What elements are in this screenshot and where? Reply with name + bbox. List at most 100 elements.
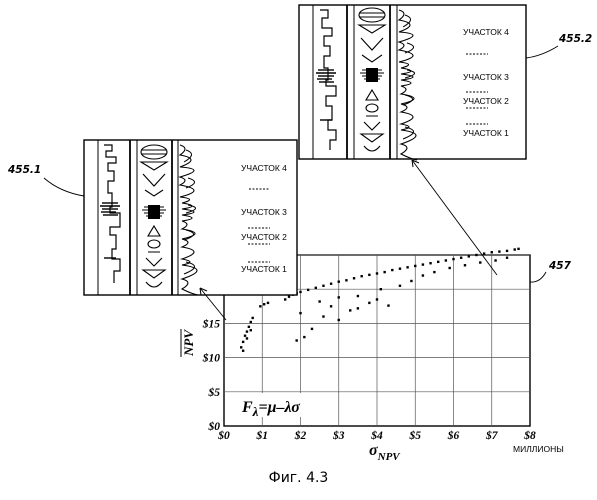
data-point: [295, 339, 297, 341]
data-point: [376, 272, 378, 274]
data-point: [410, 280, 412, 282]
data-point: [288, 296, 290, 298]
x-axis-label-sub: NPV: [377, 451, 402, 463]
data-point: [267, 302, 269, 304]
x-tick-label: $8: [523, 429, 536, 442]
data-point: [242, 341, 244, 343]
y-tick-label: $10: [202, 352, 221, 365]
inset-455-2: УЧАСТОК 4 УЧАСТОК 3 УЧАСТОК 2 УЧАСТОК 1 …: [299, 5, 592, 160]
zone-label: УЧАСТОК 2: [241, 232, 287, 242]
y-tick-labels: $0$5$10$15$20: [202, 283, 221, 433]
data-point: [338, 296, 340, 298]
data-point: [498, 250, 500, 252]
data-point: [429, 262, 431, 264]
data-point: [506, 250, 508, 252]
data-point: [448, 267, 450, 269]
formula-prefix: F: [241, 399, 253, 416]
data-point: [437, 261, 439, 263]
x-tick-label: $5: [409, 429, 422, 442]
data-point: [391, 269, 393, 271]
zone-label: УЧАСТОК 2: [463, 96, 509, 106]
x-tick-label: $7: [485, 429, 499, 442]
data-point: [494, 259, 496, 261]
data-point: [506, 257, 508, 259]
data-point: [284, 298, 286, 300]
data-point: [479, 261, 481, 263]
zone-label: УЧАСТОК 4: [463, 27, 509, 37]
y-tick-label: $5: [208, 386, 221, 399]
data-point: [240, 346, 242, 348]
data-point: [517, 248, 519, 250]
data-point: [422, 263, 424, 265]
x-tick-label: $3: [332, 429, 345, 442]
data-point: [475, 254, 477, 256]
y-axis-label-text: NPV: [181, 329, 196, 357]
data-point: [422, 274, 424, 276]
x-tick-label: $4: [370, 429, 383, 442]
x-tick-label: $2: [294, 429, 307, 442]
data-point: [368, 274, 370, 276]
ref-455-2-leader: [526, 46, 558, 58]
data-point: [246, 330, 248, 332]
data-point: [303, 336, 305, 338]
data-point: [338, 319, 340, 321]
zone-label: УЧАСТОК 3: [241, 207, 287, 217]
data-point: [380, 288, 382, 290]
data-point: [353, 277, 355, 279]
y-axis-label: NPV: [181, 329, 196, 357]
formula-rest: =μ–λσ: [258, 399, 300, 416]
formula-annotation: Fλ=μ–λσ: [239, 393, 315, 419]
data-point: [250, 321, 252, 323]
data-point: [483, 252, 485, 254]
data-point: [242, 350, 244, 352]
x-tick-labels: $0$1$2$3$4$5$6$7$8: [217, 429, 536, 442]
data-point: [251, 317, 253, 319]
y-tick-label: $15: [202, 317, 221, 330]
data-point: [361, 275, 363, 277]
data-point: [322, 285, 324, 287]
data-point: [330, 305, 332, 307]
inset-455-1: УЧАСТОК 4 УЧАСТОК 3 УЧАСТОК 2 УЧАСТОК 1 …: [7, 140, 297, 295]
data-point: [445, 259, 447, 261]
zone-label: УЧАСТОК 4: [241, 163, 287, 173]
data-point: [299, 291, 301, 293]
data-point: [414, 265, 416, 267]
ref-455-1-leader: [44, 178, 84, 196]
data-point: [259, 305, 261, 307]
data-point: [406, 266, 408, 268]
data-point: [357, 295, 359, 297]
data-point: [246, 337, 248, 339]
x-tick-label: $1: [256, 429, 269, 442]
x-axis-unit: МИЛЛИОНЫ: [513, 444, 564, 454]
ref-455-1: 455.1: [7, 164, 41, 176]
y-tick-label: $0: [208, 420, 221, 433]
data-point: [263, 303, 265, 305]
data-point: [248, 326, 250, 328]
data-point: [357, 307, 359, 309]
data-point: [349, 309, 351, 311]
data-point: [491, 251, 493, 253]
zone-label: УЧАСТОК 1: [463, 128, 509, 138]
ref-455-2: 455.2: [558, 33, 592, 45]
data-point: [318, 300, 320, 302]
data-point: [399, 285, 401, 287]
data-point: [307, 289, 309, 291]
data-point: [311, 328, 313, 330]
data-point: [514, 248, 516, 250]
data-point: [322, 315, 324, 317]
data-point: [433, 271, 435, 273]
data-point: [376, 298, 378, 300]
data-point: [468, 255, 470, 257]
data-point: [452, 258, 454, 260]
zone-label: УЧАСТОК 1: [241, 264, 287, 274]
data-point: [383, 271, 385, 273]
data-point: [330, 283, 332, 285]
data-point: [244, 335, 246, 337]
data-point: [464, 264, 466, 266]
ref-457-leader: [530, 272, 546, 282]
data-point: [345, 279, 347, 281]
x-axis-label: σNPV: [369, 442, 401, 463]
data-point: [315, 287, 317, 289]
data-point: [460, 257, 462, 259]
